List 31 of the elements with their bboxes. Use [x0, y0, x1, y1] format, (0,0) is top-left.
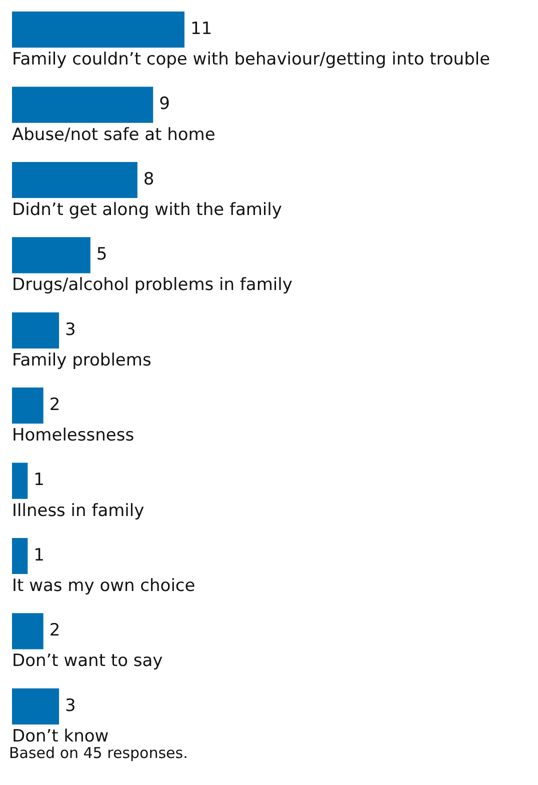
data-label: 1	[34, 470, 45, 490]
bar	[12, 12, 184, 48]
data-label: 2	[49, 620, 60, 641]
bar	[12, 688, 60, 724]
bar	[12, 613, 44, 650]
bar	[12, 388, 44, 424]
y-tick-label: Family problems	[12, 350, 152, 370]
data-label: 5	[96, 244, 108, 265]
y-tick-label: Don’t know	[12, 726, 109, 746]
data-label: 1	[34, 545, 45, 566]
data-label: 8	[143, 169, 154, 190]
bar	[12, 312, 60, 348]
data-label: 3	[65, 320, 76, 340]
bar	[12, 237, 90, 274]
bar	[12, 538, 28, 574]
y-tick-label: Abuse/not safe at home	[12, 124, 216, 145]
bar	[12, 462, 28, 499]
y-tick-label: It was my own choice	[12, 576, 196, 596]
y-tick-label: Don’t want to say	[12, 651, 163, 672]
data-label: 3	[65, 696, 76, 716]
y-tick-label: Drugs/alcohol problems in family	[12, 275, 292, 296]
y-tick-label: Didn’t get along with the family	[12, 200, 282, 220]
y-tick-label: Family couldn’t cope with behaviour/getting into trouble	[12, 50, 490, 70]
bar	[12, 86, 154, 123]
y-tick-label: Homelessness	[12, 426, 134, 446]
annotation: Based on 45 responses.	[9, 744, 189, 762]
data-label: 11	[190, 19, 212, 40]
data-label: 2	[49, 395, 60, 416]
bar	[12, 162, 138, 198]
y-tick-label: Illness in family	[12, 500, 144, 521]
data-label: 9	[159, 94, 170, 114]
